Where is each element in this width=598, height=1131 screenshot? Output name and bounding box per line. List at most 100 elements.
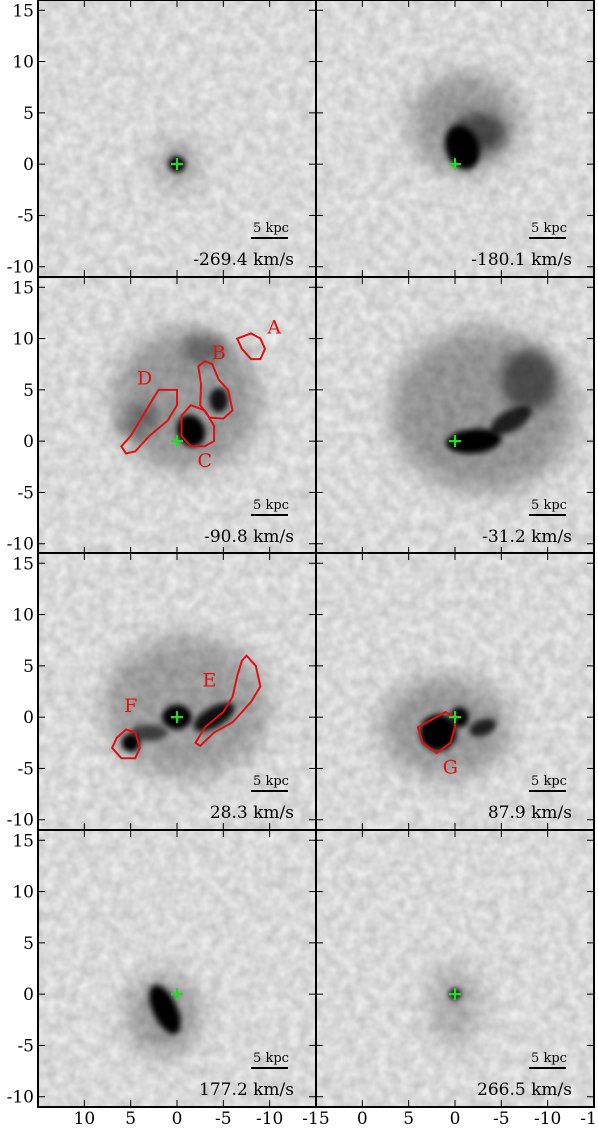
panel-frame bbox=[315, 829, 595, 1108]
velocity-label: 28.3 km/s bbox=[210, 803, 294, 823]
channel-panel: 5 kpc 266.5 km/s bbox=[315, 829, 595, 1108]
y-tick-label: -5 bbox=[17, 1036, 34, 1056]
y-tick-label: 10 bbox=[12, 53, 34, 73]
y-tick-label: -5 bbox=[17, 206, 34, 226]
velocity-label: -31.2 km/s bbox=[482, 527, 572, 547]
emission-blob bbox=[121, 733, 140, 753]
y-tick-label: 0 bbox=[23, 985, 34, 1005]
scale-bar-label: 5 kpc bbox=[253, 498, 289, 513]
y-tick-label: 5 bbox=[23, 934, 34, 954]
region-contour-C bbox=[180, 404, 216, 448]
emission-blob bbox=[445, 428, 502, 454]
y-tick-label: 10 bbox=[12, 883, 34, 903]
center-marker-icon bbox=[171, 435, 183, 448]
region-label-G: G bbox=[443, 757, 458, 779]
y-tick-label: 0 bbox=[23, 708, 34, 728]
scale-bar-label: 5 kpc bbox=[531, 774, 567, 789]
scale-bar-label: 5 kpc bbox=[253, 774, 289, 789]
axis-ticks bbox=[38, 0, 316, 277]
center-marker-icon bbox=[449, 158, 461, 171]
scale-bar-label: 5 kpc bbox=[253, 221, 289, 236]
y-tick-label: -5 bbox=[17, 759, 34, 779]
x-tick-label: -10 bbox=[534, 1109, 561, 1129]
region-contour-D bbox=[120, 388, 178, 455]
emission-blob bbox=[390, 328, 576, 493]
channel-panel: 5 kpc -269.4 km/s bbox=[37, 0, 317, 278]
velocity-label: 266.5 km/s bbox=[477, 1080, 572, 1100]
y-tick-label: -10 bbox=[7, 535, 34, 555]
y-tick-label: 15 bbox=[12, 554, 34, 574]
region-label-A: A bbox=[266, 316, 281, 338]
y-tick-label: 10 bbox=[12, 330, 34, 350]
x-tick-label: 5 bbox=[125, 1109, 136, 1129]
x-tick-label: 10 bbox=[74, 1109, 96, 1129]
x-tick-label: 0 bbox=[172, 1109, 183, 1129]
y-tick-label: 15 bbox=[12, 278, 34, 298]
axis-ticks bbox=[316, 830, 594, 1107]
y-tick-label: -10 bbox=[7, 1088, 34, 1108]
center-marker-icon bbox=[171, 158, 183, 171]
velocity-label: 87.9 km/s bbox=[488, 803, 572, 823]
channel-panel: 5 kpc -31.2 km/s bbox=[315, 276, 595, 555]
region-label-C: C bbox=[198, 450, 213, 472]
y-tick-label: 15 bbox=[12, 1, 34, 21]
center-marker-icon bbox=[449, 711, 461, 724]
y-tick-label: 5 bbox=[23, 381, 34, 401]
y-tick-label: 0 bbox=[23, 432, 34, 452]
axis-ticks bbox=[38, 277, 316, 554]
channel-panel: 5 kpc -180.1 km/s bbox=[315, 0, 595, 278]
emission-blob bbox=[209, 387, 228, 413]
center-marker-icon bbox=[449, 988, 461, 1001]
y-tick-label: 0 bbox=[23, 155, 34, 175]
center-marker-icon bbox=[171, 988, 183, 1001]
channel-panel: G 5 kpc 87.9 km/s bbox=[315, 552, 595, 831]
axis-ticks bbox=[316, 0, 594, 277]
axis-ticks bbox=[38, 830, 316, 1107]
region-label-E: E bbox=[202, 669, 216, 691]
emission-blob bbox=[489, 406, 532, 436]
emission-blob bbox=[469, 718, 497, 737]
emission-blob bbox=[181, 333, 228, 365]
velocity-label: 177.2 km/s bbox=[199, 1080, 294, 1100]
noise-texture bbox=[38, 830, 316, 1107]
center-marker-icon bbox=[449, 435, 461, 448]
emission-blob bbox=[419, 714, 457, 752]
channel-panel: 5 kpc 177.2 km/s bbox=[37, 829, 317, 1108]
y-tick-label: -10 bbox=[7, 258, 34, 278]
x-tick-label: -5 bbox=[493, 1109, 510, 1129]
region-contour-F bbox=[110, 728, 141, 760]
region-contour-E bbox=[194, 654, 262, 748]
y-tick-label: 10 bbox=[12, 606, 34, 626]
region-label-D: D bbox=[137, 368, 152, 390]
x-tick-label: -5 bbox=[215, 1109, 232, 1129]
velocity-label: -180.1 km/s bbox=[471, 250, 572, 270]
x-tick-label: 5 bbox=[403, 1109, 414, 1129]
scale-bar-label: 5 kpc bbox=[531, 498, 567, 513]
axis-ticks bbox=[316, 553, 594, 830]
emission-blob bbox=[149, 984, 181, 1035]
emission-blob bbox=[130, 724, 168, 741]
y-tick-label: 15 bbox=[12, 831, 34, 851]
x-tick-label: -10 bbox=[256, 1109, 283, 1129]
x-tick-label: 0 bbox=[357, 1109, 368, 1129]
channel-panel: E F 5 kpc 28.3 km/s bbox=[37, 552, 317, 831]
emission-blob bbox=[450, 112, 506, 154]
scale-bar-label: 5 kpc bbox=[531, 1051, 567, 1066]
y-tick-label: -5 bbox=[17, 483, 34, 503]
center-marker-icon bbox=[171, 711, 183, 724]
velocity-label: -90.8 km/s bbox=[204, 527, 294, 547]
emission-blob bbox=[102, 635, 270, 779]
axis-ticks bbox=[38, 553, 316, 830]
region-contour-A bbox=[235, 332, 267, 361]
x-tick-label: -15 bbox=[302, 1109, 329, 1129]
y-tick-label: 5 bbox=[23, 657, 34, 677]
region-label-B: B bbox=[212, 342, 226, 364]
channel-panel: A B C D 5 kpc -90.8 km/s bbox=[37, 276, 317, 555]
x-tick-label: 0 bbox=[450, 1109, 461, 1129]
region-contour-B bbox=[197, 359, 234, 420]
emission-blob bbox=[501, 348, 557, 411]
y-tick-label: -10 bbox=[7, 811, 34, 831]
region-label-F: F bbox=[124, 695, 137, 717]
y-tick-label: 5 bbox=[23, 104, 34, 124]
